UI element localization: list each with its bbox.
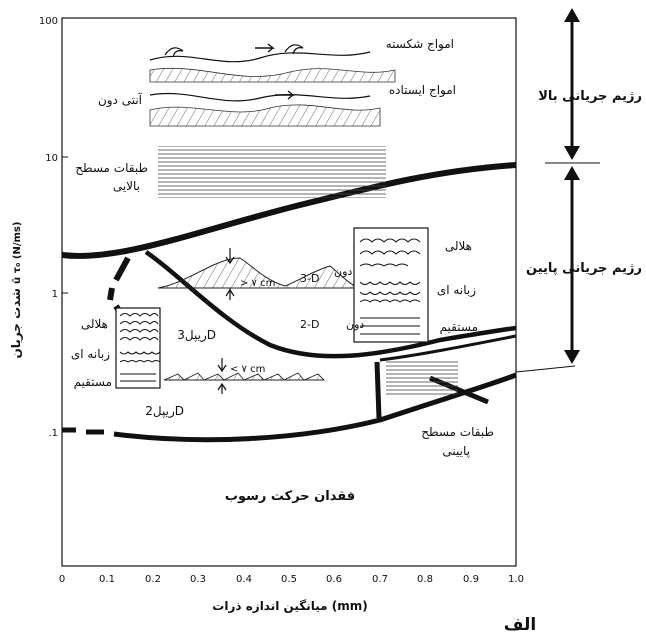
label-ripple-height: < ۷ cm bbox=[230, 364, 265, 375]
x-tick: 0.3 bbox=[190, 574, 206, 585]
antidune-sketch bbox=[149, 43, 396, 127]
label-straight-left: مستقیم bbox=[74, 375, 112, 389]
label-lower-flat-2: پایینی bbox=[442, 444, 470, 458]
y-tick-100: 100 bbox=[39, 16, 58, 27]
ripple-sketch bbox=[163, 358, 326, 394]
label-lunate-left: هلالی bbox=[81, 317, 108, 331]
label-tongue-right: زبانه ای bbox=[437, 283, 476, 298]
label-upper-flat-1: طبقات مسطح bbox=[75, 161, 148, 175]
x-tick: 0.4 bbox=[236, 574, 252, 585]
label-antidune: آنتی دون bbox=[98, 92, 143, 108]
y-axis-title: شدت جریان ū τ₀ (N/ms) bbox=[9, 222, 23, 359]
label-dune-3d: 3-D bbox=[300, 272, 319, 285]
label-lower-regime: رژیم جریانی پایین bbox=[526, 261, 642, 276]
x-tick: 0.5 bbox=[281, 574, 297, 585]
lower-plane-bed-sketch bbox=[386, 360, 458, 396]
dune-sketch bbox=[157, 248, 361, 300]
boundary-ripple-dune-dashed bbox=[107, 256, 149, 346]
panel-letter: الف bbox=[504, 615, 536, 635]
label-breaking-waves: امواج شکسته bbox=[386, 37, 454, 52]
label-ripple-3d: ریپل3D bbox=[177, 328, 216, 343]
x-tick: 0 bbox=[59, 574, 65, 585]
bedform-plan-box-right bbox=[353, 227, 429, 343]
label-tongue-left: زبانه ای bbox=[71, 347, 110, 362]
x-tick: 0.7 bbox=[372, 574, 388, 585]
x-ticks: 0 0.1 0.2 0.3 0.4 0.5 0.6 0.7 0.8 0.9 1.… bbox=[59, 574, 524, 585]
x-tick: 0.8 bbox=[417, 574, 433, 585]
extend-line-right bbox=[515, 365, 576, 373]
y-tick-10: 10 bbox=[45, 153, 58, 164]
label-dune-2d-word: دون bbox=[346, 318, 364, 331]
label-upper-regime: رژیم جریانی بالا bbox=[538, 89, 642, 104]
label-straight-right: مستقیم bbox=[440, 320, 478, 334]
x-tick: 0.6 bbox=[326, 574, 342, 585]
label-dune-2d: 2-D bbox=[300, 318, 319, 331]
label-lower-flat-1: طبقات مسطح bbox=[421, 425, 494, 439]
label-dune-3d-word: دون bbox=[334, 265, 352, 278]
x-tick: 1.0 bbox=[508, 574, 524, 585]
y-tick-1: 1 bbox=[52, 289, 58, 300]
label-lunate-right: هلالی bbox=[445, 239, 472, 253]
label-ripple-2d: ریپل2D bbox=[145, 404, 184, 419]
regime-arrows bbox=[545, 8, 600, 364]
boundary-dune-lower bbox=[144, 250, 517, 359]
label-standing-waves: امواج ایستاده bbox=[389, 83, 456, 98]
label-upper-flat-2: بالایی bbox=[113, 179, 140, 193]
upper-plane-bed-sketch bbox=[158, 146, 386, 198]
x-axis-title: میانگین اندازه ذرات (mm) bbox=[212, 599, 367, 613]
label-no-movement: فقدان حرکت رسوب bbox=[225, 489, 355, 504]
x-tick: 0.2 bbox=[145, 574, 161, 585]
x-tick: 0.1 bbox=[99, 574, 115, 585]
label-dune-height-upper: > ۷ cm bbox=[240, 278, 275, 289]
boundary-lower-flat bbox=[379, 334, 517, 362]
y-tick-01: .1 bbox=[48, 428, 58, 439]
boundary-upper-regime bbox=[61, 162, 517, 259]
x-tick: 0.9 bbox=[463, 574, 479, 585]
vertical-boundary-07 bbox=[374, 361, 382, 419]
ripple-plan-box-left bbox=[115, 307, 161, 389]
boundary-threshold bbox=[62, 372, 517, 443]
